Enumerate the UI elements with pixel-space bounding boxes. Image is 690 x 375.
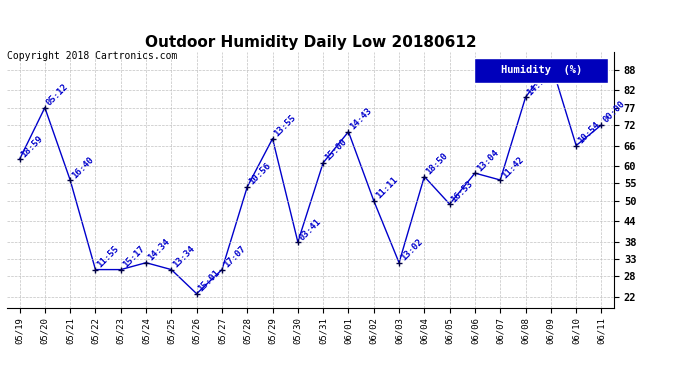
Text: 13:04: 13:04: [475, 148, 500, 173]
Text: 05:12: 05:12: [45, 82, 70, 108]
Text: 15:17: 15:17: [121, 244, 146, 270]
Text: 17:07: 17:07: [222, 244, 247, 270]
Text: Copyright 2018 Cartronics.com: Copyright 2018 Cartronics.com: [7, 51, 177, 62]
Text: 03:41: 03:41: [298, 217, 323, 242]
Text: 18:59: 18:59: [19, 134, 45, 159]
Text: 10:56: 10:56: [247, 162, 273, 187]
Text: 11:55: 11:55: [95, 244, 121, 270]
Text: 16:40: 16:40: [70, 154, 95, 180]
Text: 14:12: 14:12: [526, 72, 551, 97]
Text: 11:11: 11:11: [374, 175, 399, 201]
Text: 00:00: 00:00: [602, 99, 627, 125]
Text: 16:53: 16:53: [450, 179, 475, 204]
Text: 13:02: 13:02: [399, 237, 424, 263]
Text: 15:01: 15:01: [197, 268, 222, 294]
Text: 14:34: 14:34: [146, 237, 171, 263]
Text: 13:34: 13:34: [171, 244, 197, 270]
Text: 10:54: 10:54: [576, 120, 602, 146]
Text: 18:50: 18:50: [424, 151, 450, 177]
Text: 11:42: 11:42: [500, 154, 526, 180]
Title: Outdoor Humidity Daily Low 20180612: Outdoor Humidity Daily Low 20180612: [145, 35, 476, 50]
Text: 14:43: 14:43: [348, 106, 374, 132]
Text: 15:00: 15:00: [323, 137, 348, 163]
Text: 13:55: 13:55: [273, 113, 298, 139]
